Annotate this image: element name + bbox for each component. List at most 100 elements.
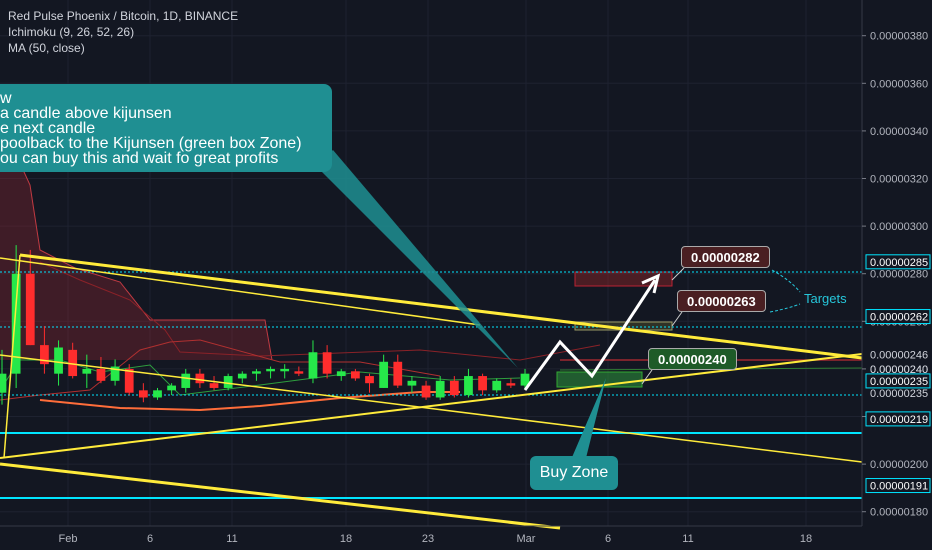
time-tick-label: 23 (422, 533, 434, 545)
candle (322, 345, 332, 379)
legend-ma[interactable]: MA (50, close) (8, 41, 85, 55)
legend-ichimoku[interactable]: Ichimoku (9, 26, 52, 26) (8, 25, 135, 39)
candle (82, 354, 92, 388)
kumo-red (0, 140, 272, 360)
candle (407, 376, 417, 393)
time-tick-label: 11 (682, 533, 693, 545)
candle (266, 366, 275, 379)
candle (336, 368, 346, 381)
candle-body (421, 385, 431, 398)
candle-body (54, 347, 63, 374)
buy-zone-callout[interactable]: Buy Zone (530, 456, 618, 490)
candle (181, 368, 191, 393)
candle-body (138, 390, 148, 398)
ma-50 (39, 391, 460, 412)
price-tick-label: 0.00000200 (870, 459, 928, 471)
candle-body (167, 385, 177, 391)
candle-body (181, 373, 191, 388)
note-pointer (315, 150, 518, 368)
candle (153, 387, 162, 400)
candle (68, 342, 78, 379)
target-high-leader (671, 267, 685, 281)
candle (96, 357, 106, 384)
candle-body (478, 376, 487, 391)
candle-body (68, 349, 78, 377)
price-label: 0.00000262 (870, 312, 928, 324)
candle-body (449, 380, 459, 396)
price-tick-label: 0.00000360 (870, 78, 928, 90)
candle-body (492, 380, 502, 391)
ichimoku-cloud (0, 139, 863, 412)
price-label-box (865, 309, 931, 325)
upper-inner-trendline (0, 257, 481, 326)
candle (167, 383, 177, 396)
candle-body (266, 368, 275, 372)
candle-body (82, 368, 92, 374)
buy-zone-pointer (570, 378, 606, 462)
candle (223, 373, 233, 391)
legend-symbol[interactable]: Red Pulse Phoenix / Bitcoin, 1D, BINANCE (8, 9, 239, 23)
candle-body (435, 380, 445, 398)
note-line-3: e next candle (0, 120, 96, 137)
candle (252, 368, 261, 381)
target-low-box[interactable]: 0.00000263 (677, 290, 766, 312)
note-line-1: w (0, 90, 12, 107)
candle-body (124, 368, 134, 393)
candle (478, 373, 487, 396)
candles (0, 245, 530, 405)
candle (520, 368, 530, 388)
candle (350, 368, 360, 381)
candle (138, 383, 148, 403)
time-tick-label: Feb (59, 533, 78, 545)
price-label: 0.00000235 (870, 376, 928, 388)
candle (379, 354, 389, 388)
time-axis: Feb 6 11 18 23 Mar 6 11 18 (0, 525, 862, 545)
price-tick-label: 0.00000300 (870, 221, 928, 233)
price-axis: 0.00000380 0.00000360 0.00000340 0.00000320… (861, 0, 932, 550)
price-label-box (865, 254, 931, 270)
projected-path (523, 279, 657, 391)
note-line-2: a candle above kijunsen (0, 105, 172, 122)
candle (435, 376, 445, 400)
candle (393, 354, 403, 388)
price-label: 0.00000246 (870, 350, 928, 362)
candle (492, 378, 502, 393)
candle (365, 373, 374, 393)
target-high-box[interactable]: 0.00000282 (681, 246, 770, 268)
candle (294, 366, 304, 377)
candle-body (25, 273, 35, 346)
price-label: 0.00000285 (870, 257, 928, 269)
chart-legend: Red Pulse Phoenix / Bitcoin, 1D, BINANCE… (8, 8, 238, 56)
time-tick-label: 6 (147, 533, 153, 545)
candle (421, 380, 431, 400)
time-tick-label: 6 (605, 533, 611, 545)
price-tick-label: 0.00000380 (870, 31, 928, 43)
candle-body (11, 273, 21, 374)
target-high-zone (574, 271, 673, 287)
candle (464, 368, 473, 398)
candle-body (153, 390, 162, 398)
target-low-leader (671, 311, 683, 327)
candle (124, 364, 134, 396)
entry-box[interactable]: 0.00000240 (648, 348, 737, 370)
price-label: 0.00000219 (870, 414, 928, 426)
candle-body (464, 376, 473, 396)
price-tick-label: 0.00000180 (870, 507, 928, 519)
candle-body (294, 371, 304, 374)
falling-channel-line (0, 354, 863, 463)
price-label-box (865, 373, 931, 389)
candle (195, 368, 205, 388)
candle-body (520, 373, 530, 386)
candle-body (195, 373, 205, 384)
candle (209, 376, 219, 391)
time-tick-label: 11 (226, 533, 237, 545)
candle-body (393, 361, 403, 386)
targets-arrow (771, 269, 801, 293)
candle-body (365, 376, 374, 384)
candle (40, 326, 49, 374)
time-tick-label: Mar (517, 533, 536, 545)
trade-note-callout[interactable]: w a candle above kijunsen e next candle … (0, 84, 332, 172)
candle-body (350, 371, 360, 379)
